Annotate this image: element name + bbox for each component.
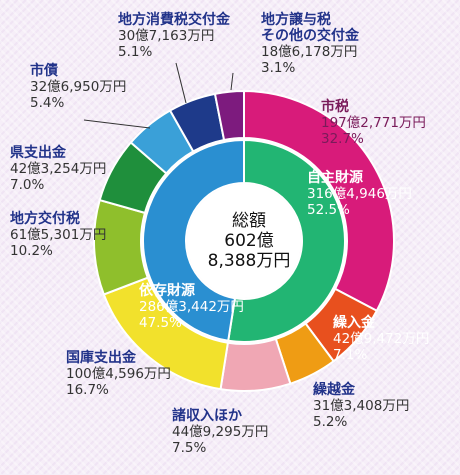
label-own-revenue: 自主財源 316億4,946万円 52.5% [307,170,412,218]
leader-line-2 [83,119,151,129]
leader-line-0 [175,62,187,104]
label-transfer-in: 繰入金 42億9,472万円 7.1% [333,315,430,363]
label-misc-income: 諸収入ほか 44億9,295万円 7.5% [172,408,269,456]
label-carryover: 繰越金 31億3,408万円 5.2% [313,382,410,430]
label-national-subsidy: 国庫支出金 100億4,596万円 16.7% [66,350,171,398]
label-transferred-tax: 地方譲与税 その他の交付金 18億6,178万円 3.1% [261,12,359,76]
total-title: 総額 [232,211,266,231]
inner-slice-1 [141,138,245,342]
label-city-tax: 市税 197億2,771万円 32.7% [321,99,426,147]
label-prefectural-subsidy: 県支出金 42億3,254万円 7.0% [10,145,107,193]
outer-slice-9 [213,89,245,142]
label-municipal-bonds: 市債 32億6,950万円 5.4% [30,63,127,111]
donut-center [187,184,301,298]
label-local-allocation-tax: 地方交付税 61億5,301万円 10.2% [10,211,107,259]
total-amount-1: 602億 [224,231,274,251]
leader-line-1 [230,72,234,91]
inner-slice-0 [227,138,346,343]
total-label: 総額 602億 8,388万円 [194,211,304,271]
label-local-consumption-tax-grant: 地方消費税交付金 30億7,163万円 5.1% [118,12,230,60]
total-amount-2: 8,388万円 [207,251,291,271]
label-dependent-revenue: 依存財源 286億3,442万円 47.5% [139,283,244,331]
outer-slice-0 [243,89,395,313]
